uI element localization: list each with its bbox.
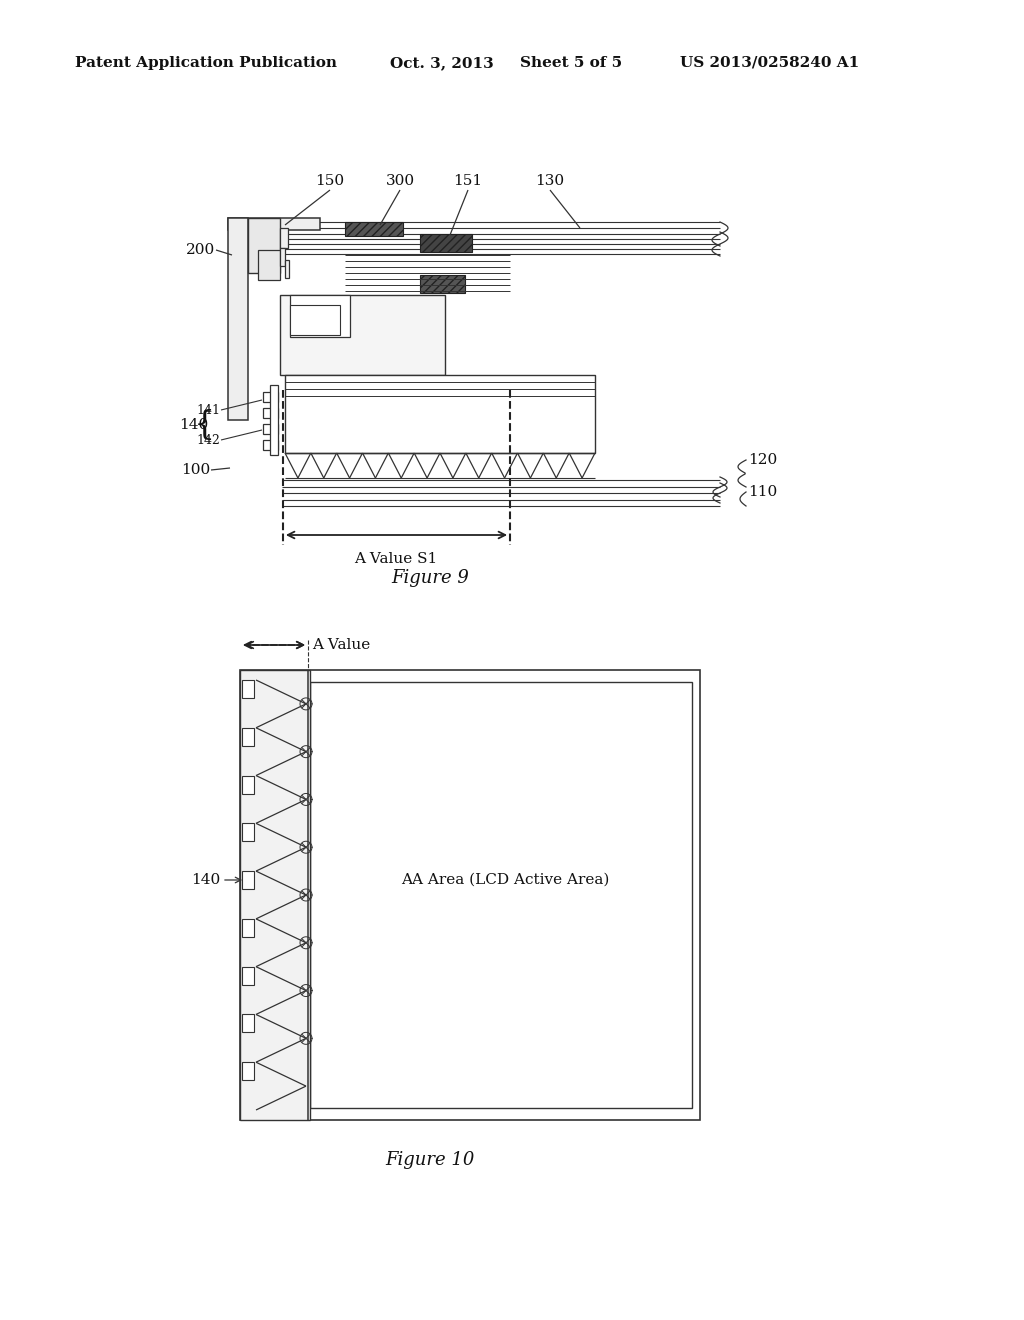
Text: 150: 150 <box>315 174 344 187</box>
Bar <box>340 310 385 323</box>
Bar <box>263 440 278 450</box>
Text: US 2013/0258240 A1: US 2013/0258240 A1 <box>680 55 859 70</box>
Text: 300: 300 <box>385 174 415 187</box>
Bar <box>242 727 254 746</box>
Bar <box>270 385 278 455</box>
Text: 142: 142 <box>197 433 220 446</box>
Bar <box>242 871 254 890</box>
Text: 151: 151 <box>454 174 482 187</box>
Bar <box>242 776 254 793</box>
Text: Figure 10: Figure 10 <box>385 1151 475 1170</box>
Text: A Value: A Value <box>312 638 371 652</box>
Bar <box>242 1063 254 1080</box>
Bar <box>345 222 403 236</box>
Text: 130: 130 <box>536 174 564 187</box>
Bar <box>310 682 692 1107</box>
Bar <box>290 305 340 335</box>
Text: AA Area (LCD Active Area): AA Area (LCD Active Area) <box>400 873 609 887</box>
Text: Figure 9: Figure 9 <box>391 569 469 587</box>
Bar <box>242 680 254 698</box>
Bar <box>263 408 278 418</box>
Bar <box>285 260 289 279</box>
Text: 100: 100 <box>181 463 210 477</box>
Bar <box>420 234 472 252</box>
Text: Oct. 3, 2013: Oct. 3, 2013 <box>390 55 494 70</box>
Bar <box>248 218 280 273</box>
Bar <box>280 248 285 267</box>
Bar <box>240 671 700 1119</box>
Bar <box>263 424 278 434</box>
Bar <box>228 218 248 420</box>
Bar <box>290 294 350 337</box>
Bar <box>258 249 280 280</box>
Text: 140: 140 <box>179 418 208 432</box>
Bar <box>420 275 465 293</box>
Text: Patent Application Publication: Patent Application Publication <box>75 55 337 70</box>
Bar <box>263 392 278 403</box>
Text: Sheet 5 of 5: Sheet 5 of 5 <box>520 55 623 70</box>
Text: 140: 140 <box>190 873 220 887</box>
Bar <box>228 218 319 230</box>
Bar <box>240 671 310 1119</box>
Bar <box>242 824 254 841</box>
Text: 120: 120 <box>748 453 777 467</box>
Bar <box>242 966 254 985</box>
Bar <box>280 228 288 248</box>
Text: {: { <box>194 409 215 441</box>
Bar <box>285 375 595 453</box>
Bar <box>242 1015 254 1032</box>
Text: A Value S1: A Value S1 <box>354 552 437 566</box>
Text: 200: 200 <box>185 243 215 257</box>
Bar <box>280 294 445 375</box>
Bar <box>242 919 254 937</box>
Text: 141: 141 <box>196 404 220 417</box>
Text: 110: 110 <box>748 484 777 499</box>
